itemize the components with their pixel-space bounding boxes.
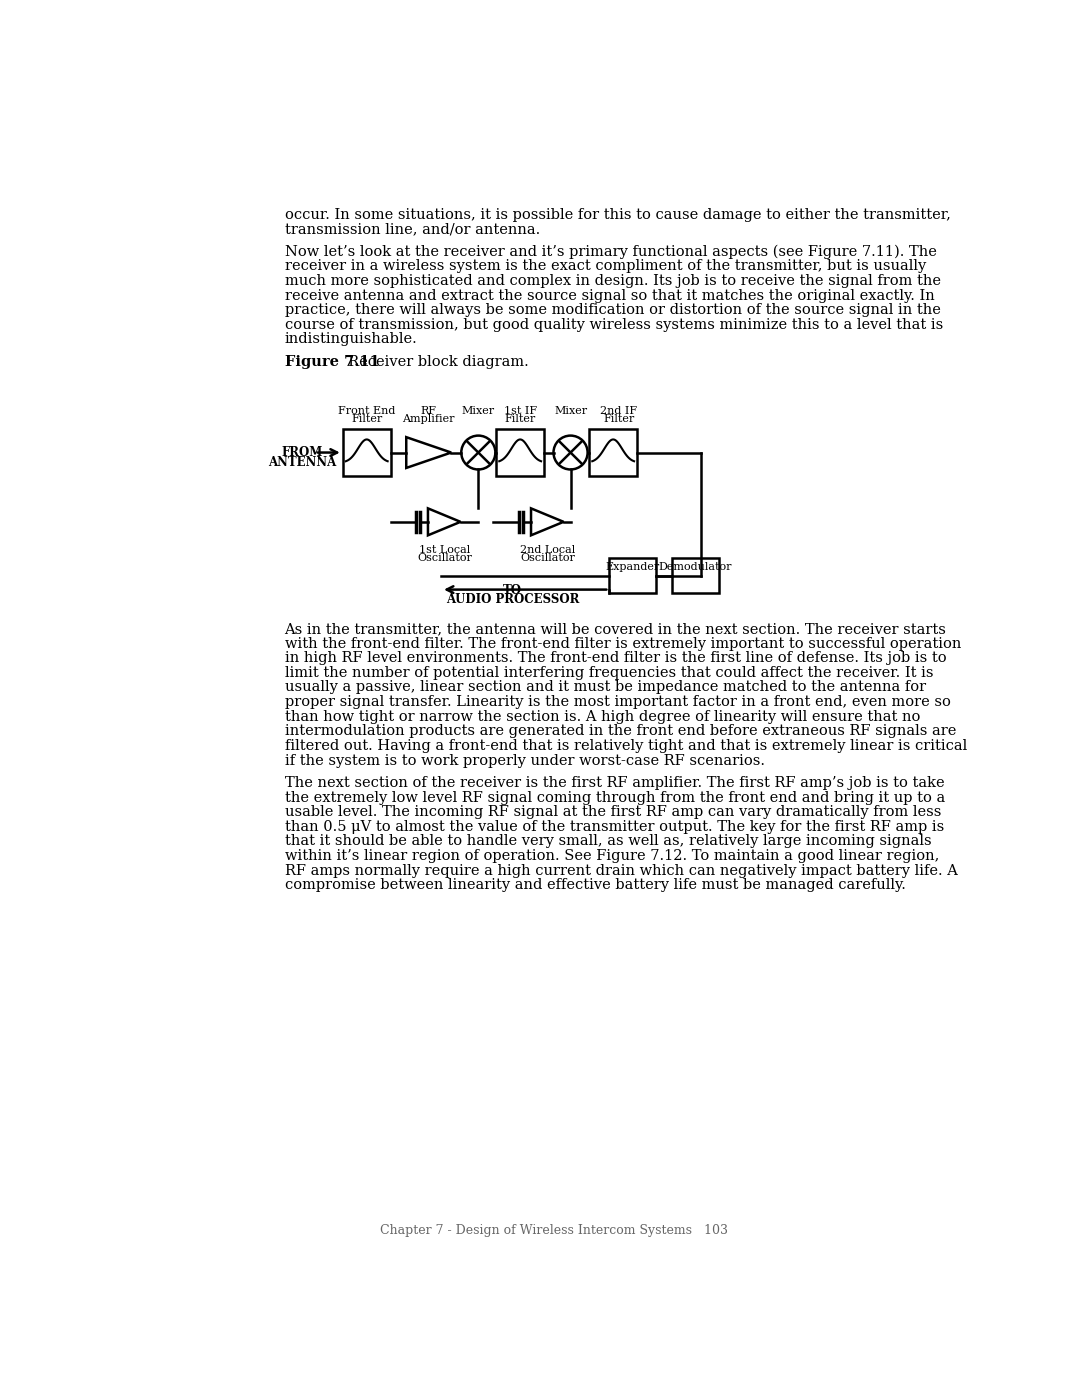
Text: Figure 7.11: Figure 7.11 [284,355,379,369]
Text: ANTENNA: ANTENNA [268,455,337,468]
Text: Receiver block diagram.: Receiver block diagram. [339,355,528,369]
Text: practice, there will always be some modification or distortion of the source sig: practice, there will always be some modi… [284,303,941,317]
Bar [342,429,391,475]
Text: indistinguishable.: indistinguishable. [284,332,417,346]
Text: Amplifier: Amplifier [403,414,455,425]
Text: occur. In some situations, it is possible for this to cause damage to either the: occur. In some situations, it is possibl… [284,208,950,222]
Text: than how tight or narrow the section is. A high degree of linearity will ensure : than how tight or narrow the section is.… [284,710,920,724]
Text: receiver in a wireless system is the exact compliment of the transmitter, but is: receiver in a wireless system is the exa… [284,260,926,274]
Text: Chapter 7 - Design of Wireless Intercom Systems   103: Chapter 7 - Design of Wireless Intercom … [379,1224,728,1238]
Bar [609,559,656,594]
Text: TO: TO [503,584,522,597]
Text: than 0.5 μV to almost the value of the transmitter output. The key for the first: than 0.5 μV to almost the value of the t… [284,820,944,834]
Text: 1st IF: 1st IF [503,405,537,415]
Text: if the system is to work properly under worst-case RF scenarios.: if the system is to work properly under … [284,753,765,767]
Text: course of transmission, but good quality wireless systems minimize this to a lev: course of transmission, but good quality… [284,317,943,332]
Text: with the front-end filter. The front-end filter is extremely important to succes: with the front-end filter. The front-end… [284,637,961,651]
Text: 2nd Local: 2nd Local [521,545,576,555]
Text: Now let’s look at the receiver and it’s primary functional aspects (see Figure 7: Now let’s look at the receiver and it’s … [284,244,936,258]
Text: transmission line, and/or antenna.: transmission line, and/or antenna. [284,222,540,236]
Text: As in the transmitter, the antenna will be covered in the next section. The rece: As in the transmitter, the antenna will … [284,622,946,636]
Text: within it’s linear region of operation. See Figure 7.12. To maintain a good line: within it’s linear region of operation. … [284,849,939,863]
Text: FROM: FROM [282,447,323,460]
Text: RF: RF [421,405,436,415]
Text: usable level. The incoming RF signal at the first RF amp can vary dramatically f: usable level. The incoming RF signal at … [284,805,941,819]
Text: much more sophisticated and complex in design. Its job is to receive the signal : much more sophisticated and complex in d… [284,274,941,288]
Text: Expander: Expander [606,562,660,571]
Text: usually a passive, linear section and it must be impedance matched to the antenn: usually a passive, linear section and it… [284,680,926,694]
Text: limit the number of potential interfering frequencies that could affect the rece: limit the number of potential interferin… [284,666,933,680]
Text: compromise between linearity and effective battery life must be managed carefull: compromise between linearity and effecti… [284,879,905,893]
Bar [496,429,544,475]
Text: receive antenna and extract the source signal so that it matches the original ex: receive antenna and extract the source s… [284,289,934,303]
Text: Mixer: Mixer [462,405,495,415]
Text: RF amps normally require a high current drain which can negatively impact batter: RF amps normally require a high current … [284,863,958,877]
Text: Filter: Filter [603,414,634,425]
Bar [672,559,718,594]
Text: The next section of the receiver is the first RF amplifier. The first RF amp’s j: The next section of the receiver is the … [284,775,944,789]
Text: Oscillator: Oscillator [418,553,472,563]
Text: Filter: Filter [504,414,536,425]
Text: Front End: Front End [338,405,395,415]
Text: filtered out. Having a front-end that is relatively tight and that is extremely : filtered out. Having a front-end that is… [284,739,967,753]
Text: AUDIO PROCESSOR: AUDIO PROCESSOR [446,592,579,606]
Text: Filter: Filter [351,414,382,425]
Text: Mixer: Mixer [554,405,588,415]
Text: in high RF level environments. The front-end filter is the first line of defense: in high RF level environments. The front… [284,651,946,665]
Text: 1st Local: 1st Local [419,545,471,555]
Text: Oscillator: Oscillator [521,553,576,563]
Text: Demodulator: Demodulator [659,562,732,571]
Text: proper signal transfer. Linearity is the most important factor in a front end, e: proper signal transfer. Linearity is the… [284,696,950,710]
Text: 2nd IF: 2nd IF [600,405,637,415]
Bar [590,429,637,475]
Text: intermodulation products are generated in the front end before extraneous RF sig: intermodulation products are generated i… [284,725,956,739]
Text: that it should be able to handle very small, as well as, relatively large incomi: that it should be able to handle very sm… [284,834,931,848]
Text: the extremely low level RF signal coming through from the front end and bring it: the extremely low level RF signal coming… [284,791,945,805]
